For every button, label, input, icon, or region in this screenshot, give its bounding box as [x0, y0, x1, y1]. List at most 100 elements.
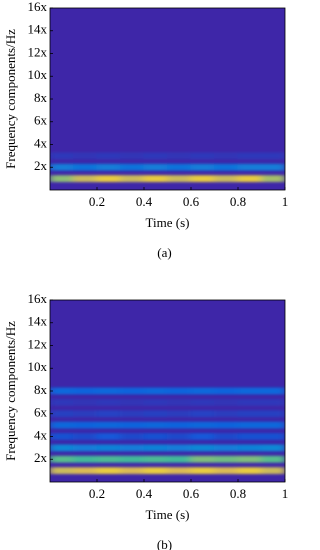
- heatmap-cell: [261, 175, 285, 183]
- heatmap-cell: [190, 410, 215, 418]
- y-tick-label: 8x: [34, 382, 48, 397]
- heatmap-cell: [50, 467, 74, 475]
- heatmap-cell: [214, 421, 239, 429]
- heatmap-cell: [214, 410, 239, 418]
- y-tick-label: 4x: [34, 427, 48, 442]
- heatmap-cell: [143, 421, 168, 429]
- heatmap-cell: [73, 398, 98, 406]
- heatmap-blur: [50, 387, 285, 475]
- y-tick-label: 2x: [34, 158, 48, 173]
- y-tick-label: 10x: [28, 67, 48, 82]
- heatmap-cell: [190, 398, 215, 406]
- heatmap-blur: [50, 152, 285, 183]
- heatmap-cell: [120, 433, 145, 440]
- heatmap-cell: [143, 163, 168, 171]
- y-tick-label: 6x: [34, 405, 48, 420]
- heatmap-cell: [190, 152, 215, 160]
- heatmap-cell: [73, 152, 98, 160]
- heatmap-cell: [167, 433, 192, 440]
- heatmap-cell: [261, 152, 285, 160]
- heatmap-cell: [96, 421, 121, 429]
- heatmap-cell: [261, 421, 285, 429]
- heatmap-cell: [190, 433, 215, 440]
- heatmap-cell: [214, 444, 239, 452]
- heatmap-cell: [96, 163, 121, 171]
- heatmap-cell: [167, 152, 192, 160]
- heatmap-cell: [190, 175, 215, 183]
- y-tick-label: 4x: [34, 135, 48, 150]
- heatmap-cell: [73, 387, 98, 395]
- x-tick-label: 0.2: [89, 194, 105, 209]
- caption: (a): [157, 245, 171, 260]
- heatmap-cell: [237, 421, 262, 429]
- heatmap-cell: [237, 163, 262, 171]
- heatmap-cell: [167, 421, 192, 429]
- heatmap-cell: [237, 175, 262, 183]
- heatmap-cell: [143, 467, 168, 475]
- heatmap-cell: [237, 398, 262, 406]
- heatmap-cell: [167, 387, 192, 395]
- x-tick-label: 0.2: [89, 486, 105, 501]
- y-tick-label: 8x: [34, 90, 48, 105]
- heatmap-cell: [190, 163, 215, 171]
- heatmap-cell: [50, 455, 74, 463]
- heatmap-cell: [50, 163, 74, 171]
- heatmap-cell: [190, 467, 215, 475]
- heatmap-cell: [214, 433, 239, 440]
- heatmap-cell: [261, 467, 285, 475]
- heatmap-cell: [237, 444, 262, 452]
- heatmap-cell: [50, 421, 74, 429]
- heatmap-cell: [50, 410, 74, 418]
- plot-background: [50, 8, 285, 190]
- heatmap-cell: [120, 387, 145, 395]
- heatmap-cell: [143, 455, 168, 463]
- heatmap-cell: [50, 152, 74, 160]
- heatmap-cell: [120, 455, 145, 463]
- heatmap-cell: [167, 163, 192, 171]
- heatmap-cell: [214, 175, 239, 183]
- heatmap-cell: [261, 398, 285, 406]
- y-tick-label: 2x: [34, 450, 48, 465]
- heatmap-cell: [261, 444, 285, 452]
- y-tick-label: 12x: [28, 336, 48, 351]
- heatmap-cell: [214, 387, 239, 395]
- heatmap-cell: [120, 175, 145, 183]
- heatmap-cell: [73, 467, 98, 475]
- heatmap-cell: [96, 410, 121, 418]
- heatmap-cell: [167, 398, 192, 406]
- heatmap-cell: [96, 455, 121, 463]
- heatmap-cell: [120, 398, 145, 406]
- x-tick-label: 0.6: [183, 194, 200, 209]
- x-tick-label: 0.4: [136, 194, 153, 209]
- heatmap-cell: [120, 152, 145, 160]
- heatmap-cell: [214, 152, 239, 160]
- y-tick-label: 14x: [28, 314, 48, 329]
- heatmap-cell: [120, 444, 145, 452]
- y-tick-label: 6x: [34, 113, 48, 128]
- y-tick-label: 10x: [28, 359, 48, 374]
- x-tick-label: 0.8: [230, 194, 246, 209]
- heatmap-cell: [143, 152, 168, 160]
- x-axis-title: Time (s): [146, 215, 190, 230]
- heatmap-cell: [237, 433, 262, 440]
- heatmap-cell: [261, 163, 285, 171]
- heatmap-cells: [50, 152, 285, 183]
- y-tick-label: 12x: [28, 44, 48, 59]
- heatmap-cell: [73, 175, 98, 183]
- heatmap-cell: [143, 398, 168, 406]
- heatmap-cell: [214, 163, 239, 171]
- heatmap-cell: [96, 398, 121, 406]
- heatmap-cell: [50, 175, 74, 183]
- heatmap-cell: [214, 455, 239, 463]
- heatmap-cell: [214, 398, 239, 406]
- heatmap-cell: [237, 467, 262, 475]
- heatmap-cell: [73, 444, 98, 452]
- x-tick-label: 1: [282, 486, 288, 501]
- heatmap-cell: [237, 410, 262, 418]
- heatmap-cell: [237, 455, 262, 463]
- heatmap-cell: [167, 175, 192, 183]
- heatmap-cell: [73, 421, 98, 429]
- heatmap-cell: [261, 410, 285, 418]
